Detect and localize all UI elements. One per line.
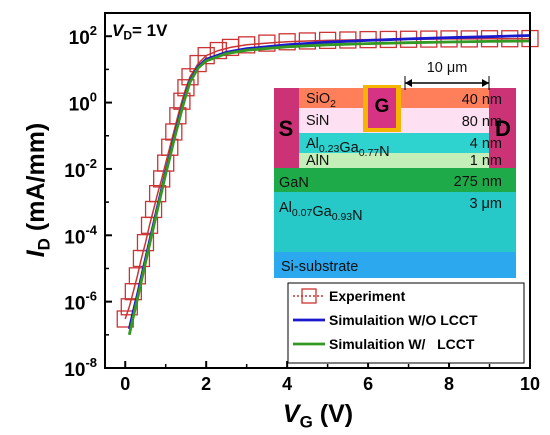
x-tick-label: 10 — [520, 374, 540, 394]
legend-box — [287, 282, 525, 364]
data-point-experiment — [298, 32, 317, 50]
layer-thickness: 3 μm — [469, 196, 502, 212]
gate-electrode — [368, 88, 396, 128]
legend: Experiment Simulaition W/O LCCT Simulaitio… — [287, 282, 525, 364]
data-point-experiment — [238, 36, 256, 54]
layer-rect — [274, 153, 516, 168]
layer-thickness: 4 nm — [470, 136, 502, 152]
layer-name: AlN — [306, 153, 329, 169]
layer-name: Si-substrate — [281, 259, 358, 275]
scale-arrow-left — [405, 79, 412, 87]
data-point-experiment — [278, 33, 296, 51]
device-cross-section-inset: S D G SiO2 40 nm SiN 80 nm Al0.23Ga0.77N 4 nm AlN… — [274, 60, 516, 278]
y-tick-label: 10-2 — [64, 156, 97, 182]
x-axis-label: VG (V) — [283, 400, 353, 432]
layer-name: GaN — [279, 175, 309, 191]
x-tick-label: 2 — [201, 374, 211, 394]
y-tick-label: 10-6 — [64, 289, 97, 315]
layer-thickness: 40 nm — [462, 92, 502, 108]
layer-name: SiN — [306, 113, 329, 129]
layer-name: Al0.07Ga0.93N — [279, 200, 363, 224]
layer-thickness: 275 nm — [454, 174, 502, 190]
data-point-experiment — [136, 234, 155, 252]
source-label: S — [279, 116, 294, 141]
scale-arrow-right — [482, 79, 489, 87]
vd-annotation: VD= 1V — [112, 21, 168, 43]
y-tick-label: 10-4 — [64, 222, 97, 248]
data-point-experiment — [128, 267, 147, 285]
y-tick-label: 102 — [69, 23, 97, 49]
x-tick-label: 4 — [282, 374, 292, 394]
layer-name: SiO2 — [306, 91, 336, 110]
layer-rect — [274, 192, 516, 252]
layer-thickness: 80 nm — [462, 114, 502, 130]
layer-rect — [274, 252, 516, 278]
legend-label: Experiment — [329, 288, 406, 304]
gate-label: G — [375, 96, 390, 117]
layer-name: Al0.23Ga0.77N — [306, 136, 390, 160]
scale-label: 10 μm — [427, 60, 468, 76]
y-axis: 10-8 10-6 10-4 10-2 100 102 — [64, 23, 112, 381]
layer-rect — [274, 168, 516, 192]
legend-label: Simulaition W/ LCCT — [329, 336, 475, 352]
data-point-experiment — [209, 41, 227, 60]
legend-swatch-marker — [301, 288, 317, 304]
layer-rect — [274, 133, 516, 153]
source-contact — [274, 88, 299, 168]
series-line-with-lcct — [127, 39, 531, 336]
x-axis: 0 2 4 6 8 10 — [120, 361, 540, 394]
data-point-experiment — [460, 30, 478, 48]
data-point-experiment — [501, 30, 519, 48]
series-group — [116, 29, 539, 336]
plot-frame — [104, 12, 531, 369]
legend-label: Simulaition W/O LCCT — [329, 312, 478, 328]
drain-contact — [489, 88, 516, 168]
y-tick-label: 100 — [69, 90, 97, 116]
y-axis-label: ID (mA/mm) — [22, 123, 54, 258]
x-tick-label: 0 — [120, 374, 130, 394]
y-tick-label: 10-8 — [64, 355, 97, 381]
data-point-experiment — [480, 30, 499, 48]
x-tick-label: 6 — [363, 374, 373, 394]
drain-label: D — [495, 116, 511, 141]
data-point-experiment — [258, 34, 276, 52]
data-point-experiment — [120, 298, 138, 316]
x-tick-label: 8 — [444, 374, 454, 394]
data-point-experiment — [318, 31, 337, 50]
layer-thickness: 1 nm — [470, 153, 502, 169]
